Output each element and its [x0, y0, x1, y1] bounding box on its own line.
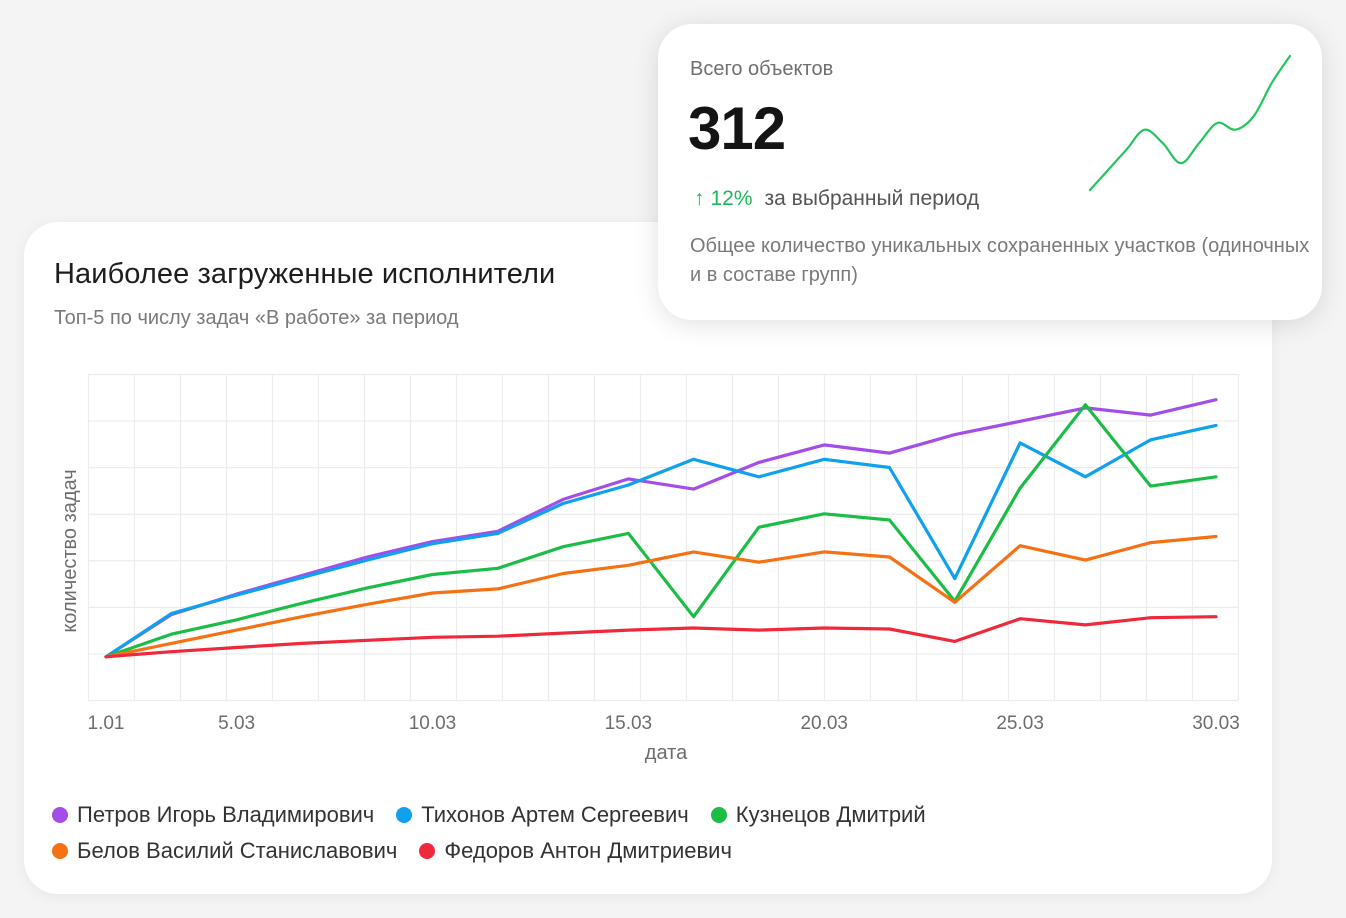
- legend-item-tikhonov[interactable]: Тихонов Артем Сергеевич: [396, 802, 689, 828]
- legend-dot: [419, 843, 436, 859]
- series-line: [104, 403, 1218, 659]
- legend-item-petrov[interactable]: Петров Игорь Владимирович: [52, 802, 374, 828]
- legend-label: Федоров Антон Дмитриевич: [444, 838, 732, 863]
- stat-change-period: за выбранный период: [764, 187, 980, 210]
- series-line: [104, 398, 1218, 659]
- x-tick-label: 5.03: [218, 713, 255, 734]
- x-tick-label: 10.03: [409, 713, 457, 734]
- stat-description: Общее количество уникальных сохраненных …: [690, 235, 1310, 286]
- legend-label: Кузнецов Дмитрий: [735, 802, 926, 827]
- legend-dot: [710, 807, 727, 823]
- y-axis-label: количество задач: [59, 469, 81, 632]
- x-tick-label: 25.03: [996, 713, 1044, 734]
- stat-change: ↑ 12% за выбранный период: [694, 187, 979, 211]
- series-line: [104, 534, 1218, 659]
- series-line: [104, 423, 1218, 659]
- x-tick-label: 15.03: [605, 713, 653, 734]
- stat-value: 312: [688, 95, 786, 162]
- legend-item-fedorov[interactable]: Федоров Антон Дмитриевич: [419, 838, 732, 864]
- legend-label: Петров Игорь Владимирович: [77, 802, 375, 827]
- legend-dot: [396, 807, 413, 823]
- chart-title: Наиболее загруженные исполнители: [54, 258, 556, 290]
- sparkline-path: [1088, 54, 1292, 192]
- chart-subtitle: Топ-5 по числу задач «В работе» за перио…: [54, 307, 459, 329]
- stat-change-percent: 12%: [710, 187, 753, 210]
- legend-label: Тихонов Артем Сергеевич: [421, 802, 689, 827]
- legend-label: Белов Василий Станиславович: [77, 838, 398, 863]
- series-line: [104, 615, 1218, 659]
- legend-item-belov[interactable]: Белов Василий Станиславович: [52, 838, 397, 864]
- x-tick-label: 20.03: [800, 713, 848, 734]
- stat-card: Всего объектов 312 ↑ 12% за выбранный пе…: [658, 24, 1322, 320]
- legend-dot: [52, 807, 68, 823]
- stat-label: Всего объектов: [690, 58, 834, 80]
- legend-item-kuznetsov[interactable]: Кузнецов Дмитрий: [710, 802, 926, 828]
- legend-row: Петров Игорь Владимирович Тихонов Артем …: [52, 797, 1052, 833]
- sparkline: [1088, 54, 1292, 192]
- legend-dot: [52, 843, 68, 859]
- legend-row: Белов Василий Станиславович Федоров Анто…: [52, 833, 1052, 869]
- x-tick-label: 30.03: [1192, 713, 1240, 734]
- x-tick-label: 1.01: [88, 713, 125, 734]
- chart-legend: Петров Игорь Владимирович Тихонов Артем …: [52, 797, 1052, 869]
- arrow-up-icon: ↑: [694, 187, 705, 210]
- x-axis-label: дата: [645, 742, 688, 764]
